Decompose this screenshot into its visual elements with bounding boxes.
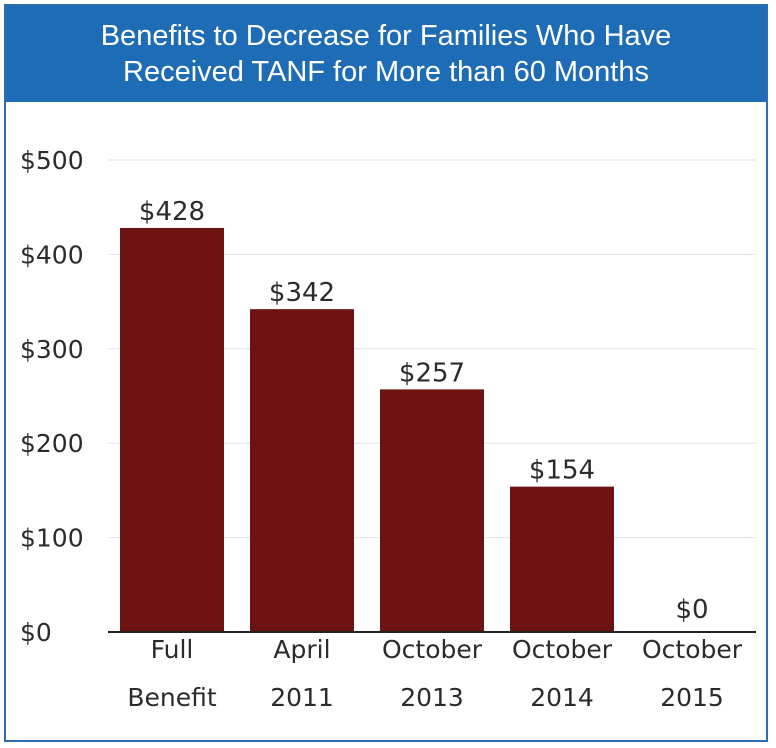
x-tick-label: 2015 [660,683,724,712]
y-tick-label: $0 [20,618,52,647]
x-tick-label: October [642,635,743,664]
x-tick-label: Benefit [127,683,217,712]
data-label: $257 [399,358,465,388]
x-tick-label: Full [151,635,194,664]
x-tick-label: October [382,635,483,664]
x-tick-label: October [512,635,613,664]
bar [120,227,224,632]
chart-title-line-1: Benefits to Decrease for Families Who Ha… [100,20,672,52]
bar [380,389,484,632]
x-tick-label: April [273,635,330,664]
bar [250,309,354,632]
y-tick-label: $400 [20,240,84,269]
x-tick-label: 2011 [270,683,334,712]
x-tick-label: 2013 [400,683,464,712]
chart-title-line-2: Received TANF for More than 60 Months [123,56,649,88]
data-label: $0 [675,595,708,625]
y-tick-label: $100 [20,524,84,553]
chart-title-banner: Benefits to Decrease for Families Who Ha… [6,6,766,102]
bar [510,486,614,632]
y-tick-label: $200 [20,429,84,458]
y-tick-label: $500 [20,146,84,175]
x-tick-label: 2014 [530,683,594,712]
data-label: $154 [529,456,595,486]
y-tick-label: $300 [20,335,84,364]
data-label: $342 [269,278,335,308]
data-label: $428 [139,197,205,227]
